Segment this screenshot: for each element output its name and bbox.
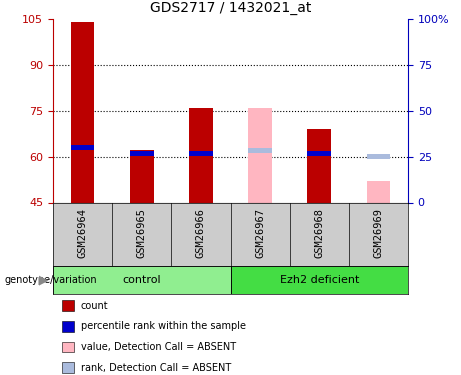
Text: genotype/variation: genotype/variation (5, 275, 97, 285)
Bar (53, 266, 230, 294)
Bar (71, 22, 95, 203)
Bar (71, 145, 95, 150)
Bar (130, 150, 154, 202)
Text: percentile rank within the sample: percentile rank within the sample (81, 321, 246, 331)
Bar (366, 154, 390, 159)
Text: GSM26967: GSM26967 (255, 208, 265, 258)
Text: rank, Detection Call = ABSENT: rank, Detection Call = ABSENT (81, 363, 231, 372)
Text: GSM26964: GSM26964 (77, 208, 88, 258)
Text: GSM26968: GSM26968 (314, 208, 324, 258)
Bar (307, 129, 331, 203)
Text: Ezh2 deficient: Ezh2 deficient (279, 275, 359, 285)
Text: value, Detection Call = ABSENT: value, Detection Call = ABSENT (81, 342, 236, 352)
Text: GSM26969: GSM26969 (373, 208, 384, 258)
Bar (230, 266, 408, 294)
Text: count: count (81, 301, 108, 310)
Bar (189, 151, 213, 156)
Bar (248, 108, 272, 202)
Bar (248, 148, 272, 153)
Bar (366, 181, 390, 203)
Text: GSM26966: GSM26966 (196, 208, 206, 258)
Bar (130, 151, 154, 156)
Text: control: control (123, 275, 161, 285)
Bar (307, 151, 331, 156)
Text: ▶: ▶ (39, 274, 48, 287)
Title: GDS2717 / 1432021_at: GDS2717 / 1432021_at (150, 1, 311, 15)
Bar (189, 108, 213, 202)
Text: GSM26965: GSM26965 (137, 208, 147, 258)
